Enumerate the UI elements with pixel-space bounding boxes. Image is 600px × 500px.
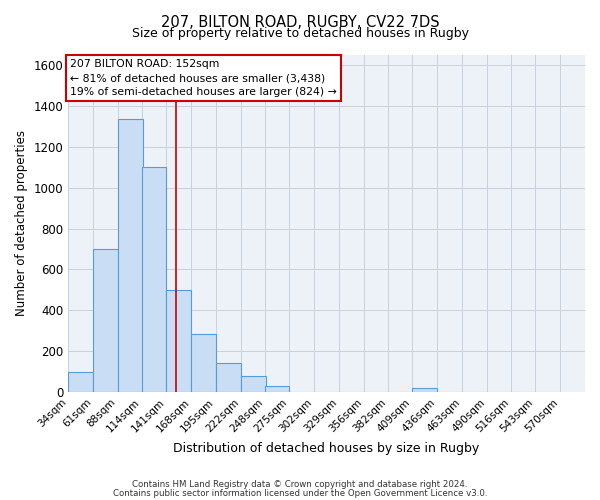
Text: Contains HM Land Registry data © Crown copyright and database right 2024.: Contains HM Land Registry data © Crown c…: [132, 480, 468, 489]
Bar: [216, 364, 241, 392]
Bar: [142, 168, 166, 392]
Text: 207, BILTON ROAD, RUGBY, CV22 7DS: 207, BILTON ROAD, RUGBY, CV22 7DS: [161, 15, 439, 30]
X-axis label: Distribution of detached houses by size in Rugby: Distribution of detached houses by size …: [173, 442, 480, 455]
Bar: [412, 388, 437, 392]
Bar: [68, 372, 93, 392]
Text: Size of property relative to detached houses in Rugby: Size of property relative to detached ho…: [131, 28, 469, 40]
Bar: [118, 120, 143, 392]
Bar: [241, 376, 266, 392]
Bar: [191, 334, 216, 392]
Bar: [265, 386, 289, 392]
Y-axis label: Number of detached properties: Number of detached properties: [15, 130, 28, 316]
Text: 207 BILTON ROAD: 152sqm
← 81% of detached houses are smaller (3,438)
19% of semi: 207 BILTON ROAD: 152sqm ← 81% of detache…: [70, 59, 337, 97]
Bar: [93, 249, 118, 392]
Text: Contains public sector information licensed under the Open Government Licence v3: Contains public sector information licen…: [113, 488, 487, 498]
Bar: [166, 290, 191, 392]
